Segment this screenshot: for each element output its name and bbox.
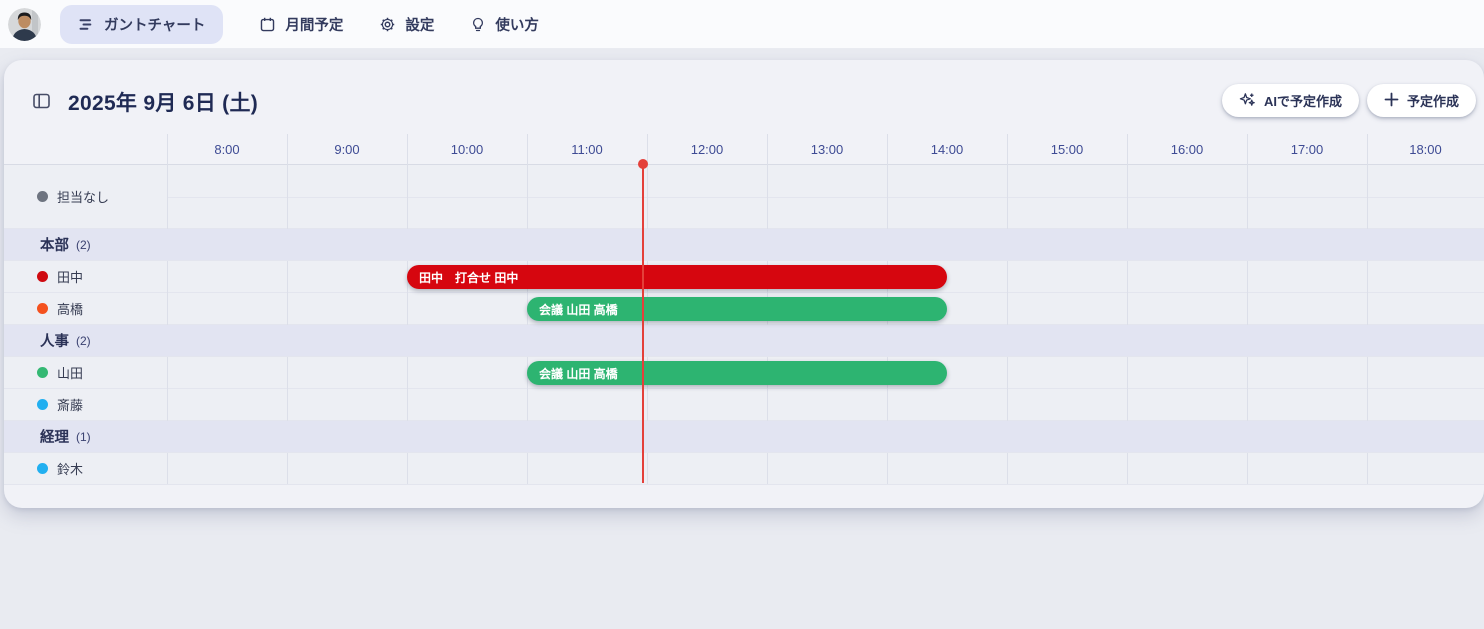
event-bar[interactable]: 会議 山田 高橋 (527, 297, 947, 321)
time-tick-label: 14:00 (930, 141, 964, 157)
top-navbar: ガントチャート 月間予定 設定 使い方 (0, 0, 1484, 48)
member-label: 鈴木 (4, 453, 167, 484)
user-avatar[interactable] (8, 8, 41, 41)
nav-item-help[interactable]: 使い方 (470, 14, 539, 35)
ai-create-event-label: AIで予定作成 (1263, 94, 1342, 109)
scheduler-card: 2025年 9月 6日 (土) AIで予定作成 (4, 60, 1484, 508)
group-name: 本部 (40, 238, 69, 254)
event-label: 田中 打合せ 田中 (419, 270, 519, 285)
ai-create-event-button[interactable]: AIで予定作成 (1221, 84, 1359, 117)
member-label: 担当なし (4, 165, 167, 228)
create-event-button[interactable]: 予定作成 (1366, 84, 1476, 117)
member-name: 山田 (57, 366, 84, 381)
member-color-dot (37, 399, 48, 410)
nav-item-label: 設定 (405, 17, 435, 34)
member-name: 田中 (57, 270, 84, 285)
group-label: 本部 (2) (4, 229, 167, 260)
group-name: 人事 (40, 334, 69, 350)
grid-vline (1127, 134, 1128, 484)
event-label: 会議 山田 高橋 (539, 302, 618, 317)
subrow-divider (167, 197, 1484, 198)
calendar-icon (259, 16, 276, 33)
sidebar-toggle-icon[interactable] (33, 93, 50, 114)
event-bar[interactable]: 会議 山田 高橋 (527, 361, 947, 385)
nav-item-label: 月間予定 (285, 17, 344, 34)
time-tick-label: 12:00 (690, 141, 724, 157)
current-time-dot (638, 159, 648, 169)
time-tick-label: 8:00 (214, 141, 240, 157)
group-name: 経理 (40, 430, 69, 446)
member-row[interactable]: 斎藤 (4, 389, 1484, 421)
group-label: 人事 (2) (4, 325, 167, 356)
grid-vline (167, 134, 168, 484)
time-tick-label: 18:00 (1409, 141, 1442, 157)
gantt-icon (78, 16, 95, 33)
time-tick-label: 11:00 (571, 141, 603, 157)
group-label: 経理 (1) (4, 421, 167, 452)
gantt-grid: 担当なし本部 (2) 田中高橋人事 (2) 山田斎藤経理 (1) 鈴木 田中 打合せ 田中会議… (4, 159, 1484, 485)
member-name: 鈴木 (57, 462, 84, 477)
nav-item-label: 使い方 (495, 17, 539, 34)
create-event-label: 予定作成 (1406, 94, 1459, 109)
member-name: 担当なし (57, 190, 110, 205)
group-row[interactable]: 経理 (1) (4, 421, 1484, 453)
grid-vline (407, 134, 408, 484)
member-row[interactable]: 鈴木 (4, 453, 1484, 485)
group-member-count: (2) (76, 237, 91, 252)
grid-vline (1367, 134, 1368, 484)
event-bar[interactable]: 田中 打合せ 田中 (407, 265, 947, 289)
member-label: 斎藤 (4, 389, 167, 420)
gear-icon (379, 16, 396, 33)
grid-vline (1247, 134, 1248, 484)
event-label: 会議 山田 高橋 (539, 366, 618, 381)
current-time-line (642, 165, 644, 483)
header-buttons: AIで予定作成 予定作成 (1221, 84, 1476, 117)
member-color-dot (37, 271, 48, 282)
member-name: 斎藤 (57, 398, 84, 413)
nav-items: ガントチャート 月間予定 設定 使い方 (60, 0, 539, 48)
avatar-image (8, 8, 41, 41)
page-title: 2025年 9月 6日 (土) (68, 92, 259, 115)
time-tick-label: 13:00 (810, 141, 844, 157)
time-tick-label: 15:00 (1050, 141, 1084, 157)
time-tick-label: 16:00 (1170, 141, 1204, 157)
time-axis-header: 8:00 9:00 10:00 11:00 12:00 13:00 14:00 15:00 16… (4, 134, 1484, 164)
time-tick-label: 17:00 (1290, 141, 1324, 157)
nav-item-gantt[interactable]: ガントチャート (60, 4, 224, 44)
nav-item-label: ガントチャート (104, 17, 206, 34)
lightbulb-icon (470, 16, 486, 33)
member-row[interactable]: 担当なし (4, 165, 1484, 229)
member-color-dot (37, 367, 48, 378)
nav-item-monthly[interactable]: 月間予定 (259, 14, 343, 35)
sparkles-icon (1239, 91, 1256, 111)
group-row[interactable]: 人事 (2) (4, 325, 1484, 357)
member-color-dot (37, 463, 48, 474)
grid-vline (1007, 134, 1008, 484)
member-name: 高橋 (57, 302, 84, 317)
group-member-count: (2) (76, 333, 91, 348)
card-header: 2025年 9月 6日 (土) AIで予定作成 (4, 60, 1484, 134)
time-tick-label: 10:00 (450, 141, 484, 157)
member-label: 高橋 (4, 293, 167, 324)
group-row[interactable]: 本部 (2) (4, 229, 1484, 261)
grid-vline (287, 134, 288, 484)
member-label: 田中 (4, 261, 167, 292)
member-color-dot (37, 191, 48, 202)
nav-item-settings[interactable]: 設定 (379, 14, 434, 35)
time-tick-label: 9:00 (334, 141, 360, 157)
group-member-count: (1) (76, 429, 91, 444)
plus-icon (1384, 92, 1399, 110)
member-color-dot (37, 303, 48, 314)
member-label: 山田 (4, 357, 167, 388)
